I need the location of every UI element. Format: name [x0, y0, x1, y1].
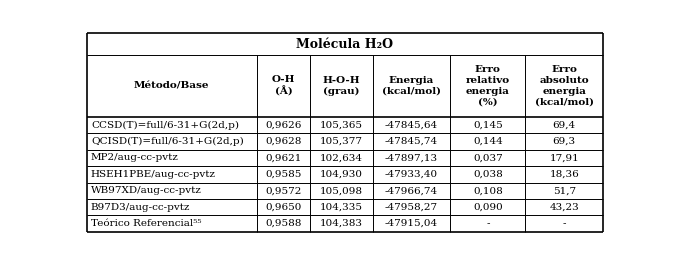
Text: -47933,40: -47933,40 [385, 170, 438, 179]
Text: 0,9572: 0,9572 [265, 186, 302, 195]
Text: -47897,13: -47897,13 [385, 153, 438, 162]
Text: Molécula H₂O: Molécula H₂O [296, 37, 394, 50]
Text: 105,098: 105,098 [320, 186, 363, 195]
Text: B97D3/aug-cc-pvtz: B97D3/aug-cc-pvtz [91, 203, 190, 212]
Text: 104,383: 104,383 [320, 219, 363, 228]
Text: 69,3: 69,3 [553, 137, 576, 146]
Text: -47845,74: -47845,74 [385, 137, 438, 146]
Text: Energia
(kcal/mol): Energia (kcal/mol) [382, 76, 441, 96]
Text: Erro
relativo
energia
(%): Erro relativo energia (%) [466, 65, 510, 107]
Text: 43,23: 43,23 [549, 203, 579, 212]
Text: 0,145: 0,145 [473, 121, 503, 129]
Text: 104,930: 104,930 [320, 170, 363, 179]
Text: 51,7: 51,7 [553, 186, 576, 195]
Text: -47915,04: -47915,04 [385, 219, 438, 228]
Text: -47966,74: -47966,74 [385, 186, 438, 195]
Text: 0,9585: 0,9585 [265, 170, 302, 179]
Text: 0,038: 0,038 [473, 170, 503, 179]
Text: 17,91: 17,91 [549, 153, 579, 162]
Text: 0,9621: 0,9621 [265, 153, 302, 162]
Text: 0,090: 0,090 [473, 203, 503, 212]
Text: H-O-H
(grau): H-O-H (grau) [322, 76, 360, 96]
Text: 105,377: 105,377 [320, 137, 363, 146]
Text: QCISD(T)=full/6-31+G(2d,p): QCISD(T)=full/6-31+G(2d,p) [91, 137, 244, 146]
Text: 0,108: 0,108 [473, 186, 503, 195]
Text: 18,36: 18,36 [549, 170, 579, 179]
Text: 0,144: 0,144 [473, 137, 503, 146]
Text: 0,9588: 0,9588 [265, 219, 302, 228]
Text: 102,634: 102,634 [320, 153, 363, 162]
Text: Teórico Referencial⁵⁵: Teórico Referencial⁵⁵ [91, 219, 201, 228]
Text: O-H
(Å): O-H (Å) [272, 75, 295, 96]
Text: 0,037: 0,037 [473, 153, 503, 162]
Text: 104,335: 104,335 [320, 203, 363, 212]
Text: CCSD(T)=full/6-31+G(2d,p): CCSD(T)=full/6-31+G(2d,p) [91, 121, 239, 130]
Text: Erro
absoluto
energia
(kcal/mol): Erro absoluto energia (kcal/mol) [534, 65, 594, 107]
Text: 0,9650: 0,9650 [265, 203, 302, 212]
Text: -: - [486, 219, 489, 228]
Text: -: - [563, 219, 566, 228]
Text: 69,4: 69,4 [553, 121, 576, 129]
Text: 0,9628: 0,9628 [265, 137, 302, 146]
Text: 0,9626: 0,9626 [265, 121, 302, 129]
Text: MP2/aug-cc-pvtz: MP2/aug-cc-pvtz [91, 153, 179, 162]
Text: HSEH1PBE/aug-cc-pvtz: HSEH1PBE/aug-cc-pvtz [91, 170, 216, 179]
Text: -47958,27: -47958,27 [385, 203, 438, 212]
Text: WB97XD/aug-cc-pvtz: WB97XD/aug-cc-pvtz [91, 186, 202, 195]
Text: -47845,64: -47845,64 [385, 121, 438, 129]
Text: 105,365: 105,365 [320, 121, 363, 129]
Text: Método/Base: Método/Base [134, 81, 209, 90]
